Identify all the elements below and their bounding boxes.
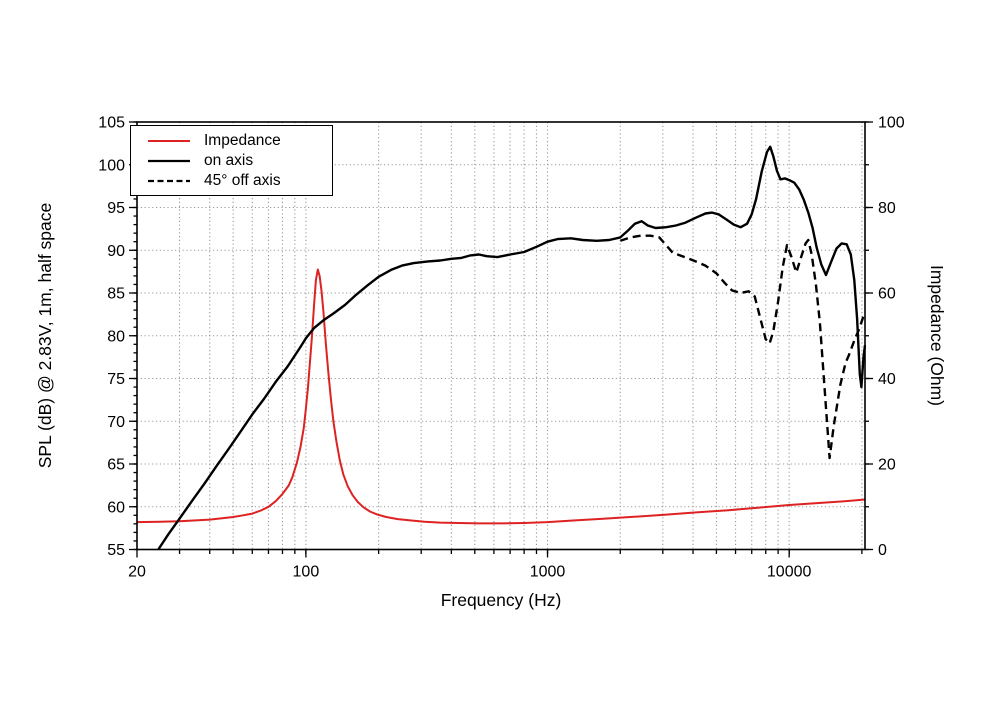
x-axis-title: Frequency (Hz) (441, 590, 562, 610)
y-left-tick-label: 90 (107, 243, 125, 260)
y-left-tick-label: 95 (107, 200, 125, 217)
legend-label-45-off-axis: 45° off axis (204, 172, 281, 190)
tick-labels: 20 100 1000 10000 55 60 65 70 75 80 85 90 95 100 105 0 2… (98, 115, 905, 581)
legend-item-impedance: Impedance (147, 131, 324, 151)
legend-line-sample-45-off-axis (148, 179, 190, 183)
y-right-tick-label: 0 (878, 542, 887, 559)
gridlines (137, 122, 865, 550)
legend-item-45-off-axis: 45° off axis (147, 171, 324, 191)
y-right-tick-label: 60 (878, 286, 896, 303)
y-left-tick-label: 85 (107, 286, 125, 303)
y-right-axis-title: Impedance (Ohm) (927, 265, 947, 406)
y-left-tick-label: 65 (107, 457, 125, 474)
legend: Impedance on axis 45° off axis (130, 125, 333, 196)
legend-label-on-axis: on axis (204, 152, 254, 170)
legend-label-impedance: Impedance (204, 132, 281, 150)
x-tick-label: 10000 (767, 564, 812, 581)
x-tick-label: 100 (293, 564, 320, 581)
y-right-tick-label: 80 (878, 200, 896, 217)
y-left-tick-label: 70 (107, 414, 125, 431)
series-on-axis-curve (157, 145, 866, 551)
legend-line-sample-on-axis (148, 159, 190, 163)
series-45-off-axis-curve (619, 234, 866, 460)
y-left-tick-label: 80 (107, 328, 125, 345)
y-left-axis-title: SPL (dB) @ 2.83V, 1m, half space (35, 203, 55, 469)
y-right-tick-label: 100 (878, 115, 905, 132)
y-left-tick-label: 60 (107, 499, 125, 516)
legend-item-on-axis: on axis (147, 151, 324, 171)
x-tick-label: 1000 (530, 564, 566, 581)
y-left-tick-label: 105 (98, 115, 125, 132)
y-right-tick-label: 40 (878, 371, 896, 388)
series-curves (136, 145, 866, 551)
series-impedance-curve (136, 268, 866, 525)
y-left-tick-label: 55 (107, 542, 125, 559)
y-left-tick-label: 100 (98, 157, 125, 174)
legend-line-sample-impedance (148, 140, 190, 142)
y-left-tick-label: 75 (107, 371, 125, 388)
x-tick-label: 20 (128, 564, 146, 581)
y-right-tick-label: 20 (878, 457, 896, 474)
